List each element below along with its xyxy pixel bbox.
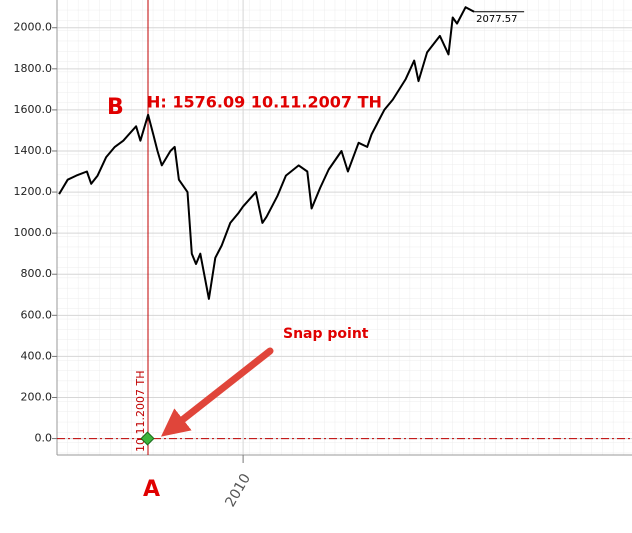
- y-tick-label: 1000.0: [14, 226, 53, 239]
- y-tick-label: 1400.0: [14, 144, 53, 157]
- arrow: [160, 347, 274, 437]
- y-tick-label: 800.0: [21, 267, 53, 280]
- y-tick-label: 1200.0: [14, 185, 53, 198]
- y-tick-label: 1600.0: [14, 103, 53, 116]
- y-tick-label: 1800.0: [14, 62, 53, 75]
- y-tick-label: 0.0: [35, 432, 53, 445]
- snap-label: Snap point: [283, 326, 369, 342]
- y-tick-label: 600.0: [21, 308, 53, 321]
- price-line: [58, 6, 475, 300]
- snap-point: [140, 431, 155, 446]
- last-value-label: 2077.57: [476, 14, 517, 25]
- y-tick-label: 2000.0: [14, 21, 53, 34]
- marker-b: B: [107, 95, 124, 120]
- y-tick-label: 200.0: [21, 390, 53, 403]
- minor-grid: [57, 0, 632, 455]
- crosshair-label: H: 1576.09 10.11.2007 TH: [147, 93, 382, 112]
- x-tick-label: 2010: [222, 471, 254, 510]
- crosshair-date: 10.11.2007 TH: [134, 371, 147, 452]
- marker-a: A: [143, 477, 160, 502]
- y-tick-label: 400.0: [21, 349, 53, 362]
